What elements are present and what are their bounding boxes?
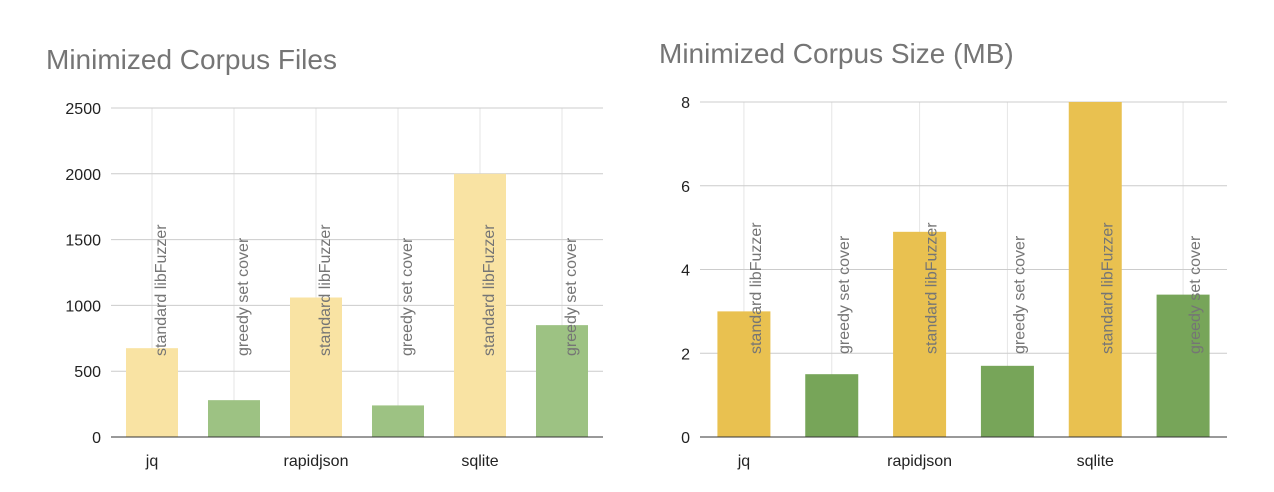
- bar: [1156, 294, 1210, 437]
- bar-series-label: greedy set cover: [836, 235, 853, 354]
- y-tick-label: 0: [681, 430, 690, 447]
- chart-title: Minimized Corpus Size (MB): [659, 38, 1014, 69]
- bar-chart-svg: 0 500 1000 1500 2000 2500 standard libFuzzer gr…: [65, 101, 603, 470]
- bar: [1068, 102, 1122, 437]
- y-tick-label: 2500: [65, 101, 101, 118]
- bar-series-label: greedy set cover: [1011, 235, 1028, 354]
- chart-minimized-corpus-size: Minimized Corpus Size (MB) 0 2 4 6 8 standard…: [637, 0, 1274, 492]
- bar-series-label: standard libFuzzer: [153, 224, 170, 356]
- bar: [290, 297, 342, 437]
- bar-chart-svg: 0 2 4 6 8 standard libFuzzer greedy set cover s…: [681, 95, 1227, 470]
- bar: [980, 365, 1034, 437]
- y-tick-label: 0: [92, 430, 101, 447]
- y-tick-label: 2000: [65, 167, 101, 184]
- bar: [536, 325, 588, 437]
- bar-series-label: standard libFuzzer: [924, 222, 941, 354]
- category-label: sqlite: [1077, 453, 1114, 470]
- y-tick-label: 500: [74, 364, 101, 381]
- category-label: jq: [145, 453, 158, 470]
- y-tick-label: 1000: [65, 298, 101, 315]
- y-tick-label: 1500: [65, 233, 101, 250]
- y-tick-label: 2: [681, 346, 690, 363]
- bar: [126, 348, 178, 437]
- bar-series-label: greedy set cover: [399, 237, 416, 356]
- chart-minimized-corpus-files: Minimized Corpus Files 0 500 1000 1500 2000 2…: [46, 44, 603, 470]
- bar-series-label: standard libFuzzer: [1099, 222, 1116, 354]
- bar: [372, 405, 424, 437]
- bar-series-label: standard libFuzzer: [748, 222, 765, 354]
- y-tick-label: 4: [681, 263, 690, 280]
- y-tick-label: 6: [681, 179, 690, 196]
- bar: [454, 173, 506, 438]
- category-label: rapidjson: [284, 453, 349, 470]
- category-label: sqlite: [461, 453, 498, 470]
- bar: [805, 374, 859, 437]
- bar-series-label: greedy set cover: [563, 237, 580, 356]
- bar: [893, 231, 947, 437]
- bar-series-label: greedy set cover: [235, 237, 252, 356]
- bar: [208, 400, 260, 437]
- bar-series-label: standard libFuzzer: [481, 224, 498, 356]
- bar-series-label: standard libFuzzer: [317, 224, 334, 356]
- y-tick-label: 8: [681, 95, 690, 112]
- bar: [717, 311, 771, 437]
- category-label: jq: [737, 453, 750, 470]
- chart-title: Minimized Corpus Files: [46, 44, 337, 75]
- category-label: rapidjson: [887, 453, 952, 470]
- bar-series-label: greedy set cover: [1187, 235, 1204, 354]
